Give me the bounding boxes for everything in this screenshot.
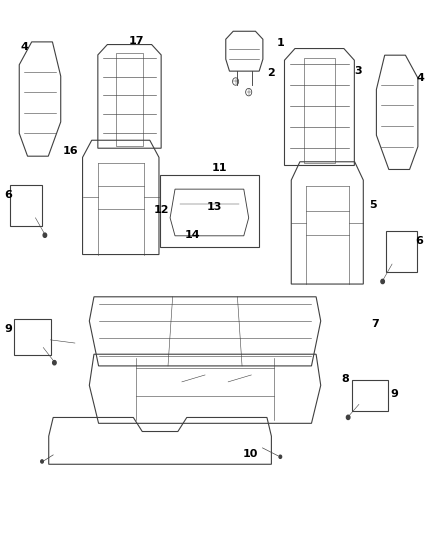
Text: 7: 7 [371, 319, 379, 329]
Circle shape [43, 233, 46, 237]
Circle shape [381, 279, 385, 284]
Text: 10: 10 [243, 449, 258, 458]
Bar [160, 175, 258, 247]
Text: 14: 14 [185, 230, 201, 240]
Text: 11: 11 [211, 163, 227, 173]
Text: 6: 6 [415, 236, 423, 246]
Circle shape [41, 460, 43, 463]
Text: 1: 1 [276, 38, 284, 47]
Text: 12: 12 [154, 205, 169, 215]
Text: 13: 13 [207, 202, 223, 212]
Text: 9: 9 [5, 324, 13, 334]
Text: 8: 8 [342, 374, 350, 384]
Bar [352, 379, 388, 410]
Text: 17: 17 [129, 36, 145, 45]
Circle shape [346, 415, 350, 419]
Text: 4: 4 [21, 43, 28, 52]
Text: 3: 3 [354, 66, 362, 76]
Circle shape [279, 455, 282, 458]
Text: 4: 4 [417, 73, 425, 83]
Bar [14, 319, 51, 355]
Text: 6: 6 [5, 190, 13, 200]
Text: 2: 2 [267, 68, 274, 78]
Text: 9: 9 [391, 389, 399, 399]
Text: 16: 16 [63, 146, 78, 156]
Text: 5: 5 [369, 200, 377, 211]
Circle shape [53, 360, 56, 365]
Bar [11, 184, 42, 226]
Bar [386, 231, 417, 272]
